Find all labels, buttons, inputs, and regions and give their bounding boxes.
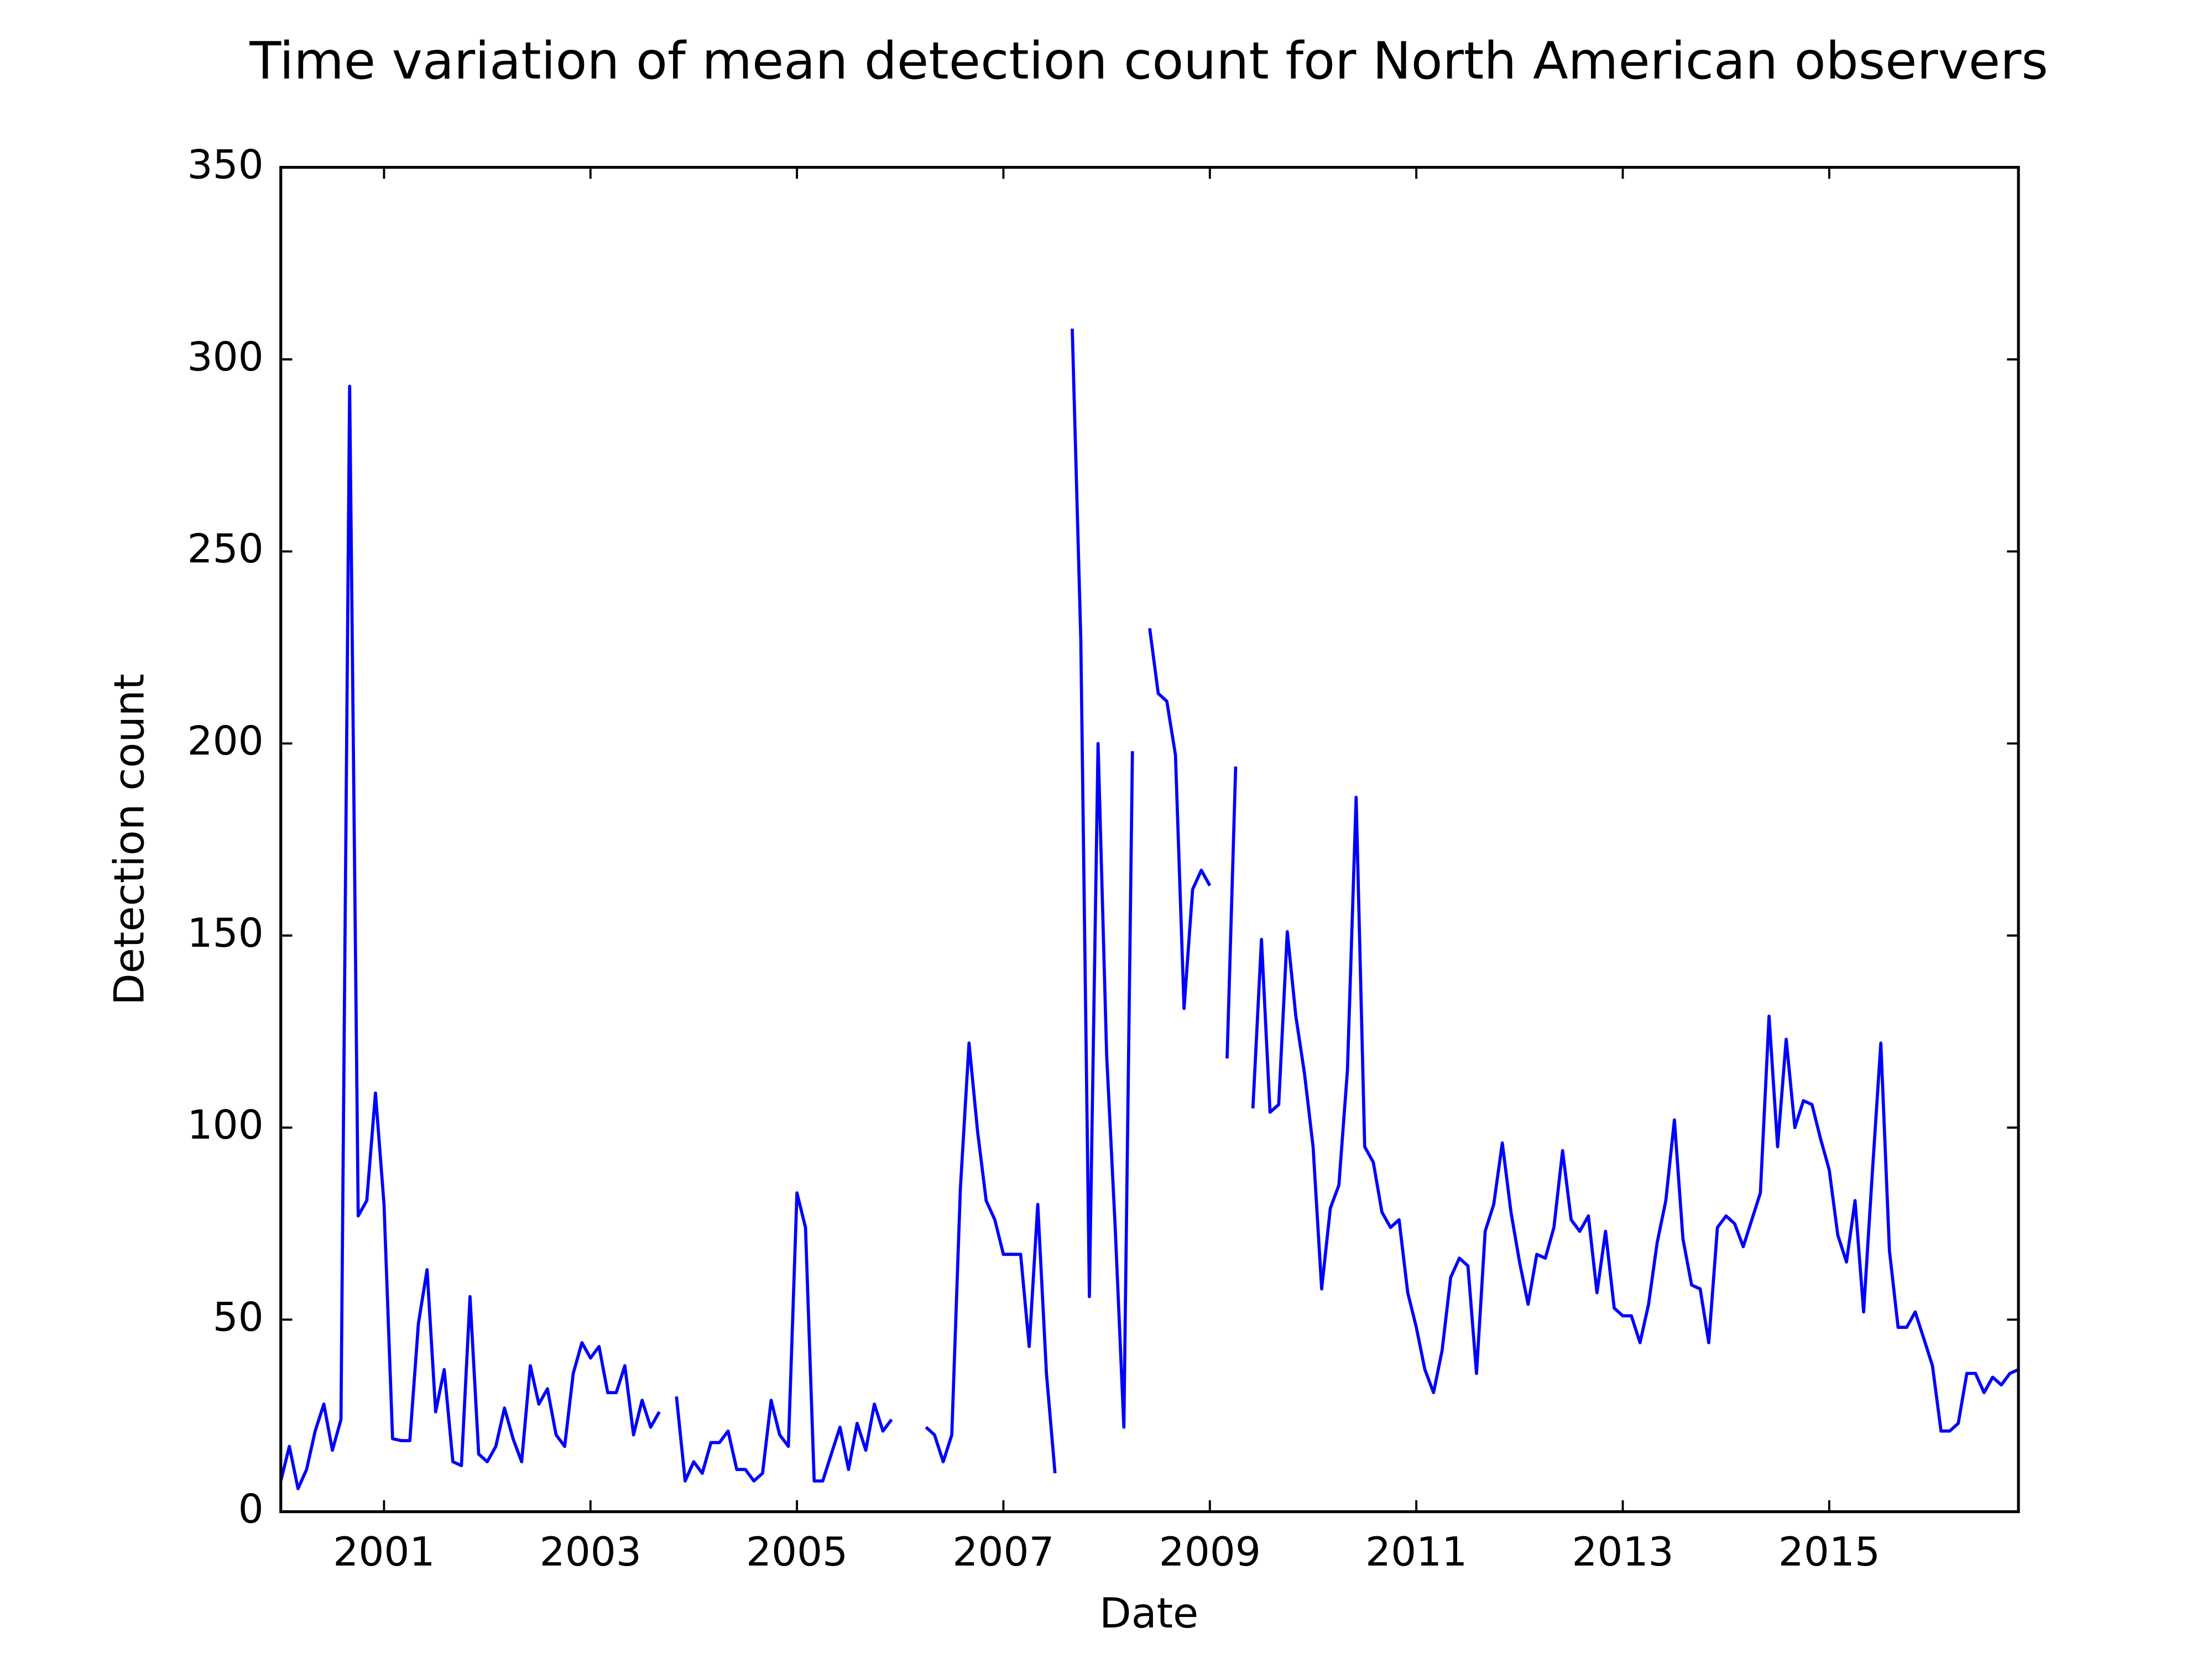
x-tick-label: 2015: [1778, 1529, 1880, 1575]
y-tick-label: 150: [187, 910, 264, 957]
y-tick-label: 100: [187, 1102, 264, 1149]
chart-title: Time variation of mean detection count f…: [249, 31, 2048, 91]
x-tick-label: 2003: [540, 1529, 641, 1575]
x-axis-label: Date: [1099, 1589, 1198, 1637]
y-tick-label: 350: [187, 142, 264, 189]
x-tick-label: 2011: [1365, 1529, 1467, 1575]
x-tick-label: 2013: [1572, 1529, 1673, 1575]
y-tick-label: 250: [187, 526, 264, 572]
x-tick-label: 2009: [1159, 1529, 1261, 1575]
x-tick-label: 2007: [952, 1529, 1054, 1575]
x-tick-label: 2005: [746, 1529, 848, 1575]
y-tick-label: 300: [187, 334, 264, 380]
y-tick-label: 200: [187, 718, 264, 764]
x-tick-label: 2001: [333, 1529, 435, 1575]
y-tick-label: 0: [238, 1486, 264, 1533]
plot-frame: [279, 166, 2020, 1514]
data-line: [279, 328, 2020, 1490]
y-axis-label: Detection count: [105, 674, 153, 1005]
y-tick-label: 50: [213, 1294, 264, 1340]
